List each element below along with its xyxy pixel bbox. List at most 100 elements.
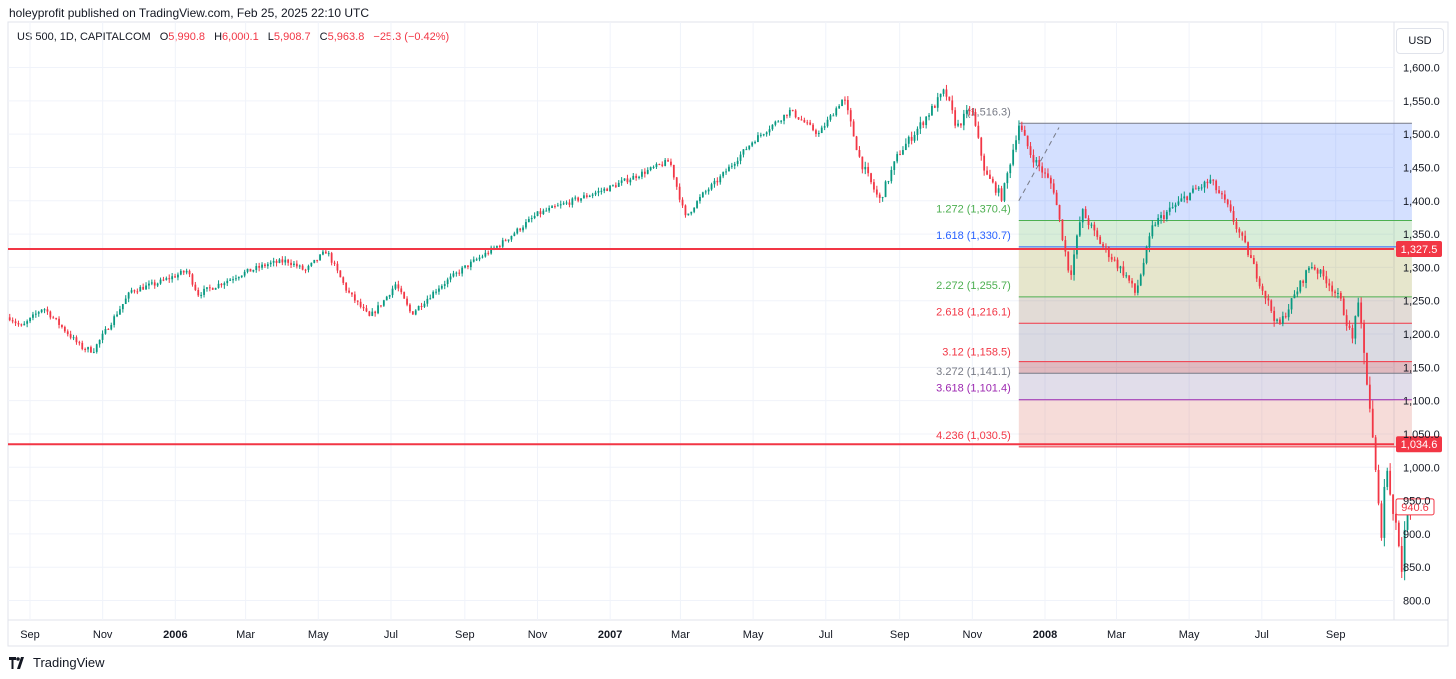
candle-body [66, 331, 69, 335]
candle-body [1371, 408, 1374, 438]
candle-body [989, 174, 991, 179]
candle-body [823, 126, 826, 128]
candle-body [356, 300, 359, 302]
candle-body [623, 178, 626, 181]
candle-body [826, 119, 829, 127]
time-tick-label: 2008 [1033, 629, 1057, 641]
candle-body [481, 256, 484, 258]
candle-body [243, 271, 246, 276]
candle-body [829, 115, 832, 120]
candle-body [1122, 266, 1125, 276]
candle-body [693, 207, 696, 212]
price-axis[interactable]: 800.0 850.0 900.0 950.0 1,000.0 1,050.0 1,100.… [1403, 63, 1440, 608]
candle-body [643, 171, 646, 174]
candle-body [887, 181, 890, 183]
candle-body [197, 289, 200, 296]
candle-body [794, 110, 797, 118]
candle-body [435, 291, 437, 293]
candle-body [768, 129, 771, 133]
candle-body [1351, 327, 1354, 339]
candle-body [559, 204, 562, 206]
fib-extension[interactable]: (1,516.3) 1.272 (1,370.4) 1.618 (1,330.7) 2… [936, 106, 1412, 448]
candle-body [382, 300, 385, 306]
candle-body [965, 109, 968, 114]
fib-level-label: 2.272 (1,255.7) [936, 280, 1011, 292]
candle-body [377, 305, 379, 314]
candle-body [411, 311, 414, 315]
candle-body [43, 309, 46, 311]
candle-body [977, 125, 980, 138]
candle-body [951, 100, 954, 111]
candle-body [748, 145, 751, 150]
candle-body [322, 251, 324, 255]
candle-body [571, 198, 574, 205]
horizontal-lines[interactable]: 1,327.5 1,034.6 940.6 [8, 241, 1442, 516]
candle-body [316, 259, 319, 261]
candle-body [1102, 244, 1104, 247]
candle-body [945, 89, 948, 97]
candle-body [432, 291, 435, 299]
candle-body [11, 320, 14, 322]
candle-body [1374, 437, 1377, 470]
candle-body [249, 268, 252, 272]
candle-body [838, 106, 841, 109]
candle-body [1163, 215, 1165, 220]
currency-button[interactable]: USD [1396, 28, 1444, 54]
candle-body [1047, 173, 1049, 178]
candle-body [1186, 196, 1189, 201]
candle-body [974, 112, 977, 126]
horizontal-line-price-tag [1396, 436, 1442, 453]
time-tick-label: Mar [1107, 629, 1126, 641]
time-axis[interactable]: Sep Nov 2006 Mar May Jul Sep Nov 2007 Mar May Jul Se… [20, 629, 1345, 641]
candle-body [1087, 218, 1090, 225]
candle-body [1264, 290, 1267, 299]
candle-body [1397, 522, 1400, 547]
horizontal-line-price-label: 1,327.5 [1401, 244, 1438, 256]
candle-body [156, 283, 159, 286]
candle-body [293, 263, 295, 266]
candle-body [1334, 291, 1336, 294]
time-tick-label: 2007 [598, 629, 622, 641]
candle-body [797, 117, 800, 120]
candle-body [742, 149, 745, 155]
candle-body [182, 270, 185, 273]
time-tick-label: Nov [93, 629, 113, 641]
candle-body [1154, 224, 1157, 226]
candle-body [1142, 262, 1145, 275]
candle-body [34, 313, 37, 315]
candle-body [1171, 207, 1174, 209]
candle-body [177, 274, 179, 278]
candle-body [670, 161, 672, 165]
candle-body [1322, 269, 1325, 277]
candle-body [983, 155, 986, 171]
candle-body [1276, 319, 1278, 321]
candle-body [266, 264, 269, 267]
candle-body [655, 164, 658, 167]
candle-body [423, 303, 426, 307]
candle-body [626, 178, 629, 183]
candle-body [1110, 257, 1113, 260]
candle-body [817, 133, 820, 135]
candle-body [484, 252, 487, 257]
time-tick-label: Sep [890, 629, 910, 641]
fib-trend-line[interactable] [1018, 127, 1060, 201]
candle-body [855, 136, 858, 151]
horizontal-line-price-tag [1396, 241, 1442, 258]
candle-body [1319, 269, 1322, 274]
candle-body [730, 165, 733, 167]
candle-body [962, 113, 965, 126]
candle-body [490, 247, 493, 254]
candle-body [69, 334, 72, 338]
candle-body [1084, 209, 1087, 219]
candle-body [191, 274, 194, 285]
candle-body [330, 253, 333, 263]
candle-body [774, 121, 777, 125]
candle-body [554, 206, 556, 208]
price-tick-label: 1,200.0 [1403, 329, 1440, 341]
candle-body [896, 154, 899, 162]
high-label: H [214, 31, 223, 43]
candle-body [1305, 270, 1307, 283]
candle-body [87, 347, 89, 350]
candle-body [757, 135, 759, 142]
